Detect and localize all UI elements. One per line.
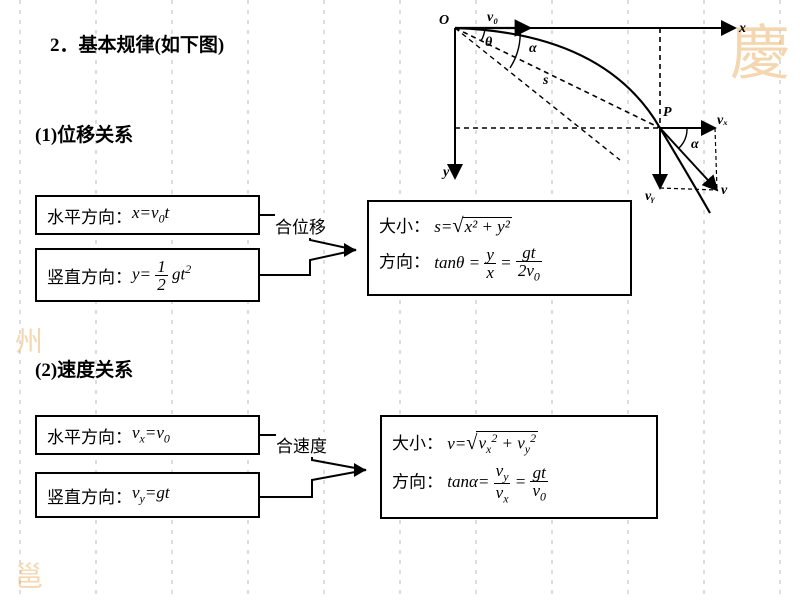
vel-horizontal-box: 水平方向： vx=v0 (35, 415, 260, 455)
svg-text:x: x (738, 21, 746, 36)
vel-direction-row: 方向： tanα= vy vx = gt v0 (392, 462, 548, 506)
watermark-small-1: 州 (15, 320, 43, 360)
disp-vertical-formula: y= 12 gt2 (132, 258, 191, 293)
disp-direction-row: 方向： tanθ = yx = gt 2v0 (379, 244, 542, 283)
svg-text:y: y (441, 165, 450, 180)
svg-text:O: O (439, 13, 449, 28)
vel-combined-box: 大小： v=√ vx2 + vy2 方向： tanα= vy vx = gt v… (380, 415, 658, 519)
vel-arrow-label: 合速度 (276, 432, 327, 457)
vel-vertical-label: 竖直方向： (47, 483, 132, 508)
watermark-small-2: 邕 (15, 555, 43, 595)
svg-text:s: s (542, 73, 549, 88)
disp-magnitude-row: 大小： s=√x² + y² (379, 212, 512, 238)
svg-text:α: α (529, 41, 537, 56)
disp-vertical-label: 竖直方向： (47, 263, 132, 288)
svg-text:vₓ: vₓ (717, 113, 728, 128)
vel-horizontal-label: 水平方向： (47, 423, 132, 448)
disp-horizontal-label: 水平方向： (47, 203, 132, 228)
projectile-diagram: O v₀ x y θ α s P vₓ v vᵧ α (425, 8, 755, 218)
vel-vertical-box: 竖直方向： vy=gt (35, 472, 260, 518)
disp-combined-box: 大小： s=√x² + y² 方向： tanθ = yx = gt 2v0 (367, 200, 632, 296)
svg-text:θ: θ (485, 35, 493, 50)
disp-arrow-icon (260, 195, 375, 305)
subsection-2-heading: (2)速度关系 (35, 355, 133, 382)
svg-text:v₀: v₀ (487, 10, 498, 25)
disp-horizontal-formula: x=v0t (132, 203, 169, 226)
subsection-1-heading: (1)位移关系 (35, 120, 133, 147)
svg-text:P: P (663, 105, 672, 120)
svg-text:α: α (691, 137, 699, 152)
vel-magnitude-row: 大小： v=√ vx2 + vy2 (392, 429, 538, 456)
svg-text:v: v (721, 183, 728, 198)
svg-text:vᵧ: vᵧ (645, 189, 655, 204)
section-title: 2．基本规律(如下图) (50, 30, 224, 57)
vel-horizontal-formula: vx=v0 (132, 423, 170, 446)
disp-horizontal-box: 水平方向： x=v0t (35, 195, 260, 235)
disp-arrow-label: 合位移 (275, 213, 326, 238)
vel-vertical-formula: vy=gt (132, 483, 170, 506)
disp-vertical-box: 竖直方向： y= 12 gt2 (35, 248, 260, 302)
